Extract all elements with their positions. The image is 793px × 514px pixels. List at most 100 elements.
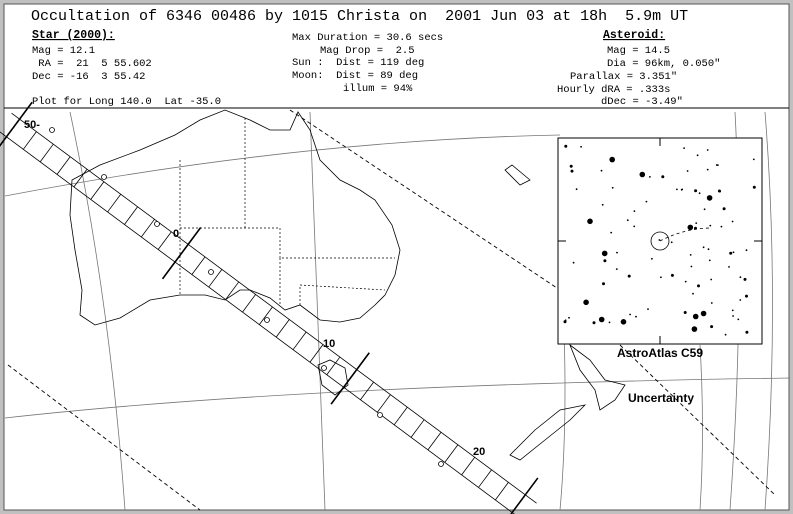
star	[633, 210, 636, 213]
plot-note: Plot for Long 140.0 Lat -35.0	[32, 96, 221, 108]
star	[752, 185, 756, 189]
star	[694, 226, 697, 230]
star	[651, 257, 653, 260]
inset-stars	[563, 144, 756, 336]
star	[710, 325, 714, 329]
star	[689, 254, 692, 256]
star	[695, 315, 699, 319]
star	[707, 248, 710, 251]
star	[564, 319, 567, 322]
graticule	[69, 111, 126, 511]
star	[602, 282, 605, 286]
path-tick	[427, 431, 442, 451]
path-tick	[377, 394, 391, 413]
path-edge	[0, 131, 515, 514]
asteroid-line: Parallax = 3.351"	[570, 71, 677, 83]
asteroid-line: dDec = -3.49"	[601, 96, 683, 108]
star	[717, 164, 719, 167]
uncertainty-line	[619, 344, 776, 496]
nz-south-island	[509, 404, 587, 461]
event-line: Sun : Dist = 119 deg	[292, 57, 424, 69]
star	[694, 189, 698, 193]
star	[611, 186, 614, 189]
star	[639, 171, 646, 178]
graticule	[4, 134, 561, 197]
path-tick	[360, 381, 374, 401]
uncertainty-line	[289, 109, 561, 291]
star	[692, 292, 694, 295]
star	[575, 188, 578, 191]
event-line: Max Duration = 30.6 secs	[292, 32, 443, 44]
path-edge	[11, 112, 537, 504]
nz-north-island	[569, 343, 626, 411]
graticule	[309, 111, 326, 511]
star	[583, 299, 589, 306]
star	[739, 299, 742, 301]
tasmania-coast	[317, 359, 349, 396]
star	[684, 280, 687, 283]
star	[592, 321, 596, 325]
star	[745, 294, 748, 298]
star	[709, 224, 712, 227]
star	[676, 188, 678, 191]
star	[658, 239, 661, 241]
star	[647, 308, 649, 310]
star	[691, 326, 698, 332]
star	[660, 276, 662, 279]
star	[616, 251, 618, 254]
star	[610, 231, 613, 234]
site-marker	[377, 412, 383, 418]
star	[686, 170, 689, 172]
star	[729, 251, 733, 255]
asteroid-heading: Asteroid:	[603, 29, 665, 42]
path-tick	[242, 294, 256, 313]
star	[739, 276, 742, 279]
star	[670, 273, 674, 277]
star	[620, 319, 627, 325]
path-tick	[292, 331, 307, 350]
path-tick	[495, 482, 509, 501]
star	[649, 176, 651, 178]
star	[700, 310, 707, 317]
island	[504, 164, 531, 186]
path-tick	[410, 419, 425, 438]
path-tick	[23, 131, 37, 150]
graticule	[699, 344, 703, 511]
star	[568, 316, 570, 319]
star	[702, 246, 705, 249]
uncertainty-label: Uncertainty	[628, 391, 694, 405]
star	[717, 189, 721, 193]
path-major-tick	[330, 352, 370, 405]
graticule	[764, 111, 773, 511]
star-line: Dec = -16 3 55.42	[32, 71, 145, 83]
site-marker	[101, 174, 107, 180]
star	[681, 188, 684, 191]
site-marker	[154, 221, 160, 227]
path-tick	[107, 194, 122, 213]
star	[752, 158, 755, 161]
path-major-tick	[510, 477, 539, 514]
path-tick	[39, 143, 54, 163]
path-tick	[208, 269, 223, 288]
star	[645, 200, 648, 203]
title: Occultation of 6346 00486 by 1015 Christ…	[31, 8, 688, 25]
star	[695, 222, 698, 225]
path-time-label: 0	[173, 228, 179, 240]
path-tick	[326, 356, 341, 375]
star	[706, 149, 709, 151]
path-tick	[157, 231, 172, 250]
inset-label: AstroAtlas C59	[617, 346, 703, 360]
star	[687, 224, 694, 231]
star	[601, 203, 604, 206]
star	[731, 220, 734, 223]
star	[569, 164, 573, 168]
star	[570, 169, 574, 173]
star	[710, 302, 713, 304]
path-tick	[90, 181, 105, 200]
star	[587, 218, 593, 225]
path-tick	[393, 406, 408, 426]
path-major-tick	[0, 101, 33, 147]
asteroid-line: Dia = 96km, 0.050"	[607, 58, 720, 70]
star	[609, 156, 615, 163]
